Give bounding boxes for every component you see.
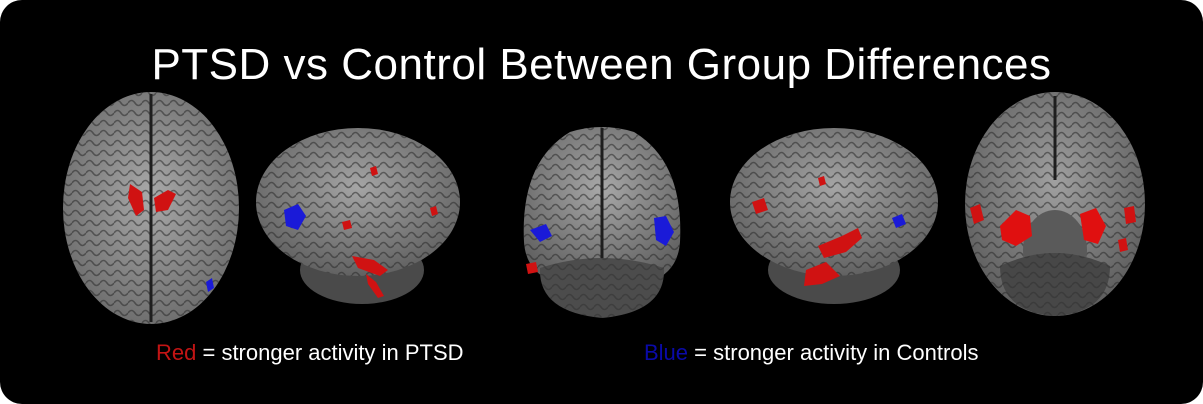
legend-blue-text: = stronger activity in Controls — [694, 340, 979, 365]
ptsd-activation-cluster — [366, 274, 384, 298]
brain-posterior-view — [523, 127, 681, 318]
ptsd-activation-cluster — [1080, 208, 1106, 244]
control-activation-cluster — [206, 278, 214, 292]
brain-superior-view — [63, 92, 239, 324]
brain-right-lateral-view — [730, 128, 938, 304]
ptsd-activation-cluster — [752, 198, 768, 214]
ptsd-activation-cluster — [818, 176, 826, 186]
ptsd-activation-cluster — [342, 220, 352, 230]
ptsd-activation-cluster — [970, 204, 984, 224]
ptsd-activation-cluster — [1000, 210, 1032, 246]
ptsd-activation-cluster — [1124, 206, 1136, 224]
ptsd-activation-cluster — [526, 262, 538, 274]
ptsd-activation-cluster — [804, 262, 840, 286]
brain-inferior-view — [965, 92, 1145, 316]
ptsd-activation-cluster — [370, 166, 378, 176]
ptsd-activation-cluster — [1118, 238, 1128, 252]
ptsd-activation-cluster — [128, 184, 144, 216]
brain-left-lateral-view — [256, 128, 460, 304]
control-activation-cluster — [530, 224, 552, 242]
ptsd-activation-cluster — [154, 190, 176, 212]
legend-red-text: = stronger activity in PTSD — [202, 340, 464, 365]
ptsd-activation-cluster — [430, 206, 438, 216]
control-activation-cluster — [654, 216, 674, 246]
ptsd-activation-cluster — [352, 256, 388, 276]
ptsd-activation-cluster — [818, 228, 862, 258]
control-activation-cluster — [284, 204, 306, 230]
legend-blue-key: Blue — [644, 340, 689, 365]
legend-red-key: Red — [156, 340, 197, 365]
control-activation-cluster — [892, 214, 906, 228]
figure-title: PTSD vs Control Between Group Difference… — [151, 40, 1052, 89]
legend-ptsd: Red = stronger activity in PTSD — [156, 340, 464, 366]
legend-controls: Blue = stronger activity in Controls — [644, 340, 978, 366]
